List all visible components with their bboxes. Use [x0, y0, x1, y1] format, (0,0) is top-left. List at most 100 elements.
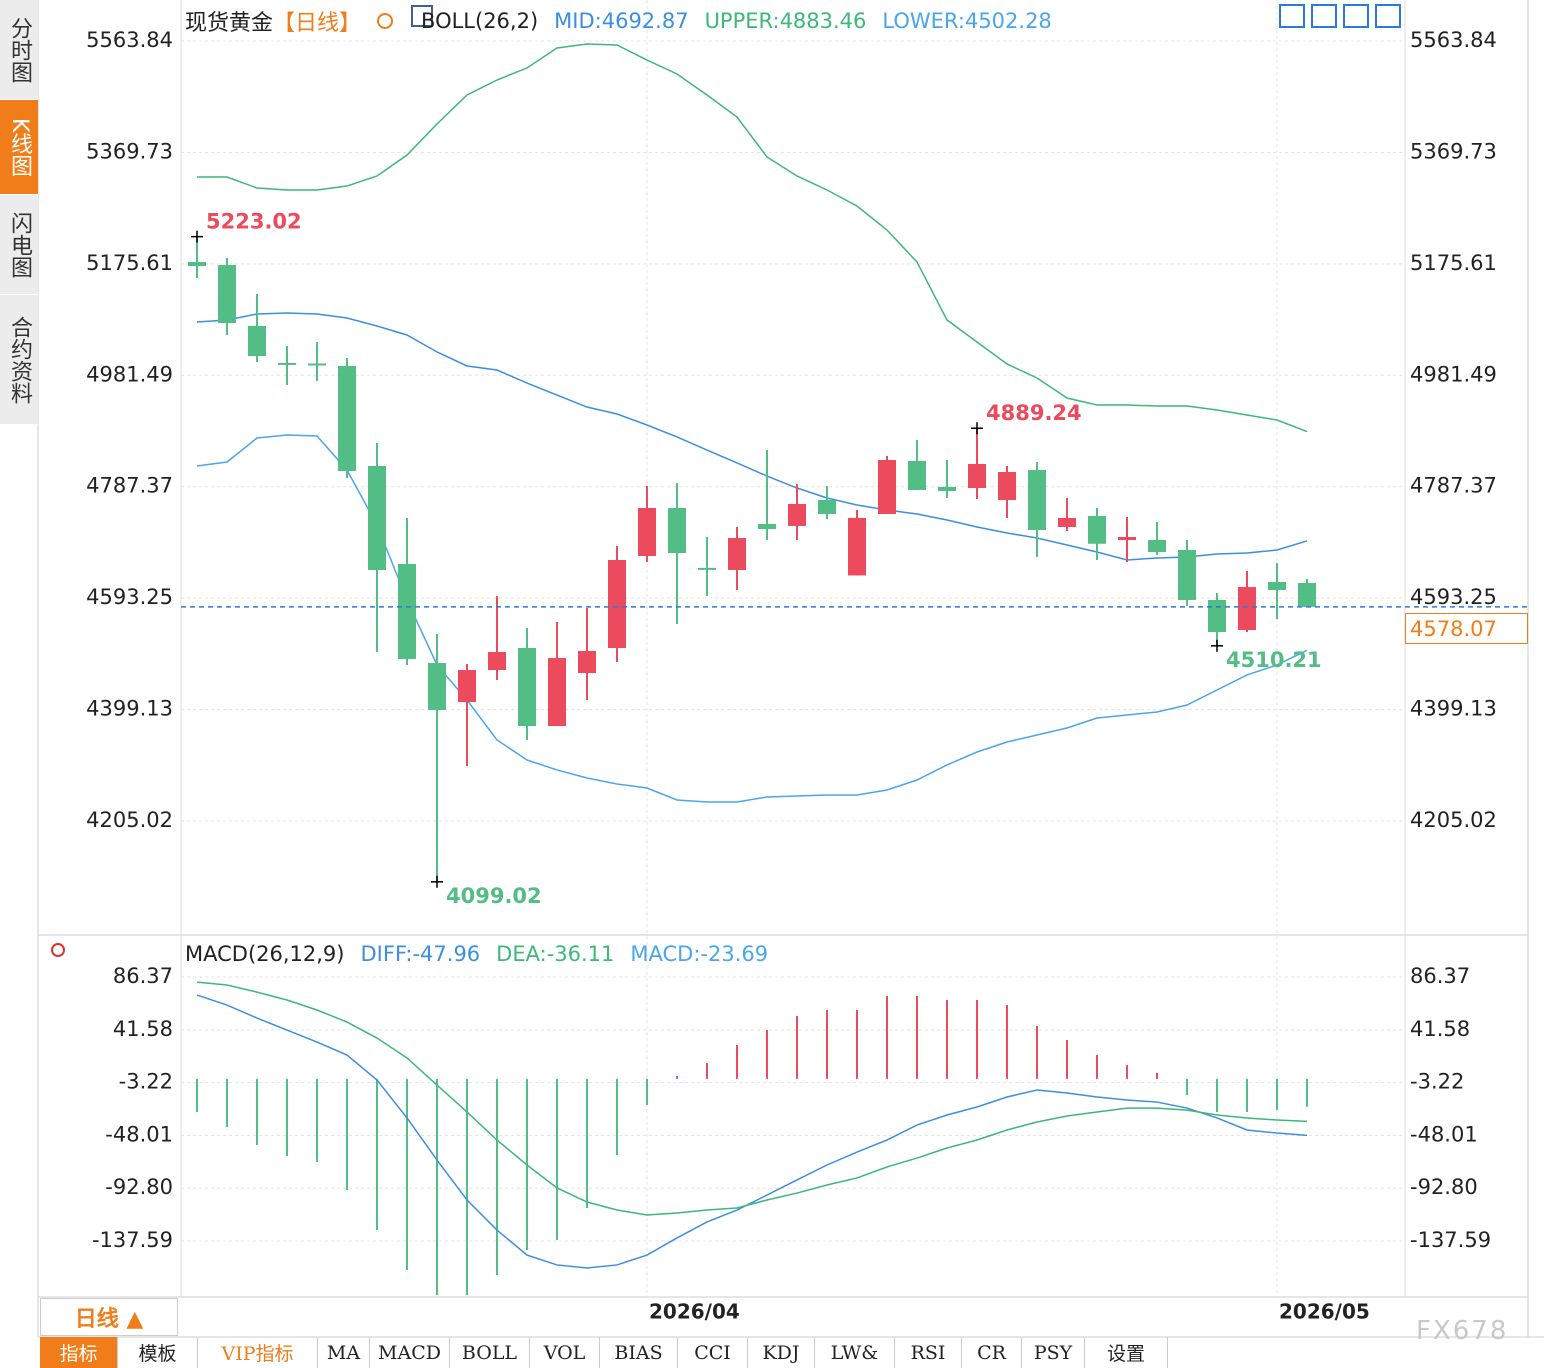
y-tick-label: -137.59 [92, 1228, 173, 1252]
candle-body [518, 647, 536, 726]
extreme-label: 4510.21 [1226, 648, 1322, 672]
boll-line [197, 43, 1308, 433]
legend-name: DIFF: [360, 942, 413, 966]
indicator: BOLL(26,2) [421, 9, 539, 33]
bottom-tab[interactable]: 模板 [118, 1337, 198, 1368]
bottom-tab[interactable]: BIAS [600, 1337, 678, 1368]
y-tick-label: 5563.84 [1410, 28, 1497, 52]
toolbar-icons[interactable] [1279, 4, 1401, 28]
candle-body [578, 650, 596, 674]
y-tick-label: 4593.25 [1410, 585, 1497, 609]
bottom-tab[interactable]: CCI [678, 1337, 748, 1368]
legend-value: -47.96 [412, 942, 481, 966]
candle-body [1298, 583, 1316, 607]
title: 现货黄金 [185, 11, 274, 36]
x-tick-label: 2026/04 [649, 1300, 740, 1324]
y-tick-label: 4593.25 [86, 585, 173, 609]
bottom-tab[interactable]: KDJ [748, 1337, 815, 1368]
side-tab[interactable]: 分时图 [0, 0, 38, 100]
candle-body [248, 325, 266, 356]
candle-body [188, 262, 206, 267]
candle-body [638, 507, 656, 556]
period: 【日线】 [273, 11, 362, 36]
bottom-tab[interactable]: VOL [530, 1337, 600, 1368]
main-legend: 现货黄金 【日线】 BOLL(26,2) MID: 4692.87 UPPER: 4… [185, 5, 1052, 37]
extreme-label: 4099.02 [446, 884, 542, 908]
bottom-tab[interactable]: CR [962, 1337, 1022, 1368]
y-tick-label: 4787.37 [1410, 474, 1497, 498]
y-tick-label: -92.80 [105, 1175, 173, 1199]
y-tick-label: 4981.49 [86, 362, 173, 386]
y-tick-label: 86.37 [113, 964, 173, 988]
legend-value: 4502.28 [964, 9, 1052, 33]
y-tick-label: 41.58 [113, 1017, 173, 1041]
candle-body [488, 652, 506, 671]
bottom-tab[interactable]: MACD [370, 1337, 450, 1368]
icon[interactable] [1343, 4, 1369, 28]
y-tick-label: -48.01 [105, 1122, 173, 1146]
legend-name: LOWER: [882, 9, 965, 33]
legend-value: -36.11 [546, 942, 615, 966]
legend-name: UPPER: [704, 9, 780, 33]
boll-line [196, 434, 1308, 803]
candle-body [1238, 587, 1256, 631]
candle-body [218, 265, 236, 323]
candle-body [758, 524, 776, 530]
candle-body [1268, 581, 1286, 591]
bottom-tab[interactable]: PSY [1022, 1337, 1085, 1368]
boll-icon [411, 5, 433, 27]
icon[interactable] [1375, 4, 1401, 28]
y-tick-label: 5369.73 [86, 139, 173, 163]
y-tick-label: 4981.49 [1410, 362, 1497, 386]
candle-body [668, 507, 686, 553]
bottom-tab[interactable]: LW& [815, 1337, 895, 1368]
macd-icon[interactable] [51, 943, 65, 957]
period-button[interactable]: 日线 ▲ [40, 1298, 178, 1336]
candle-body [1178, 550, 1196, 601]
side-tab[interactable]: K线图 [0, 100, 38, 195]
y-tick-label: -48.01 [1410, 1122, 1478, 1146]
y-tick-label: 5563.84 [86, 28, 173, 52]
add-icon[interactable] [377, 13, 393, 29]
candle-body [1148, 540, 1166, 553]
bottom-tab[interactable]: MA [318, 1337, 370, 1368]
bottom-tabs: 指标 模板 VIP指标 MA MACD BOLL VOL BIAS CCI KDJ LW& RSI CR… [40, 1337, 1168, 1368]
bottom-tab[interactable]: BOLL [450, 1337, 530, 1368]
x-tick-label: 2026/05 [1279, 1300, 1370, 1324]
bottom-tab[interactable]: RSI [895, 1337, 962, 1368]
side-tab[interactable]: 闪电图 [0, 195, 38, 295]
y-tick-label: 4399.13 [86, 697, 173, 721]
candle-body [1058, 517, 1076, 527]
extreme-label: 5223.02 [206, 210, 302, 234]
bottom-tab[interactable]: VIP指标 [198, 1337, 318, 1368]
watermark: FX678 [1416, 1316, 1509, 1346]
legend-name: MID: [554, 9, 602, 33]
legend-value: -23.69 [700, 942, 769, 966]
bottom-tab[interactable]: 设置 [1085, 1337, 1168, 1368]
candle-body [548, 658, 566, 726]
icon[interactable] [1311, 4, 1337, 28]
boll-line [196, 312, 1308, 561]
y-tick-label: 4399.13 [1410, 697, 1497, 721]
candle-body [1208, 600, 1226, 633]
candle-body [908, 460, 926, 490]
candle-body [998, 472, 1016, 501]
y-tick-label: 4205.02 [1410, 808, 1497, 832]
candle-body [848, 517, 866, 576]
bottom-tab[interactable]: 指标 [40, 1337, 118, 1368]
y-tick-label: 4787.37 [86, 474, 173, 498]
extreme-label: 4889.24 [986, 401, 1082, 425]
side-tab[interactable]: 合约资料 [0, 295, 38, 425]
indicator: MACD(26,12,9) [185, 942, 345, 966]
candle-body [608, 559, 626, 648]
candle-body [368, 465, 386, 570]
y-tick-label: 5175.61 [1410, 251, 1497, 275]
candle-body [308, 363, 326, 366]
candle-body [698, 567, 716, 570]
macd-line [196, 994, 1308, 1269]
icon[interactable] [1279, 4, 1305, 28]
legend-value: 4692.87 [601, 9, 689, 33]
candle-body [1118, 536, 1136, 541]
